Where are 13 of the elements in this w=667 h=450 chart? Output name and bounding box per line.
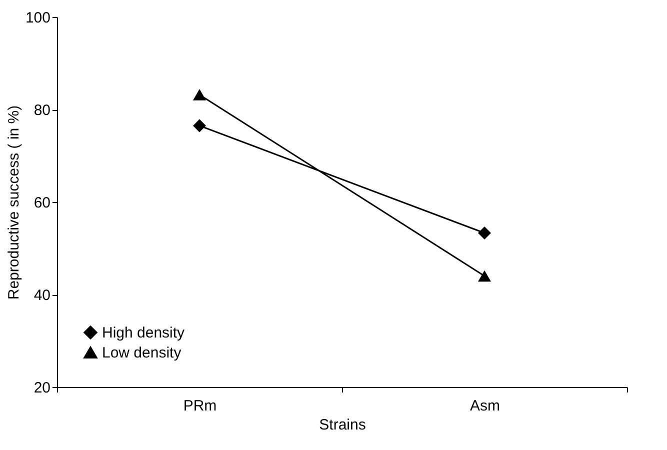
- y-tick-label: 100: [25, 10, 50, 26]
- legend-label: High density: [102, 324, 186, 342]
- y-tick-label: 20: [34, 380, 50, 396]
- point: [192, 119, 206, 132]
- y-tick-label: 80: [34, 102, 50, 119]
- x-tick-label: Asm: [470, 398, 500, 414]
- y-tick-label: 40: [34, 287, 50, 304]
- legend-label: Low density: [102, 344, 182, 362]
- y-axis-title: Reproductive success ( in %): [5, 105, 22, 300]
- x-tick-label: PRm: [183, 398, 217, 414]
- point: [478, 226, 492, 240]
- x-axis-title: Strains: [319, 416, 366, 434]
- y-tick-label: 60: [34, 194, 50, 212]
